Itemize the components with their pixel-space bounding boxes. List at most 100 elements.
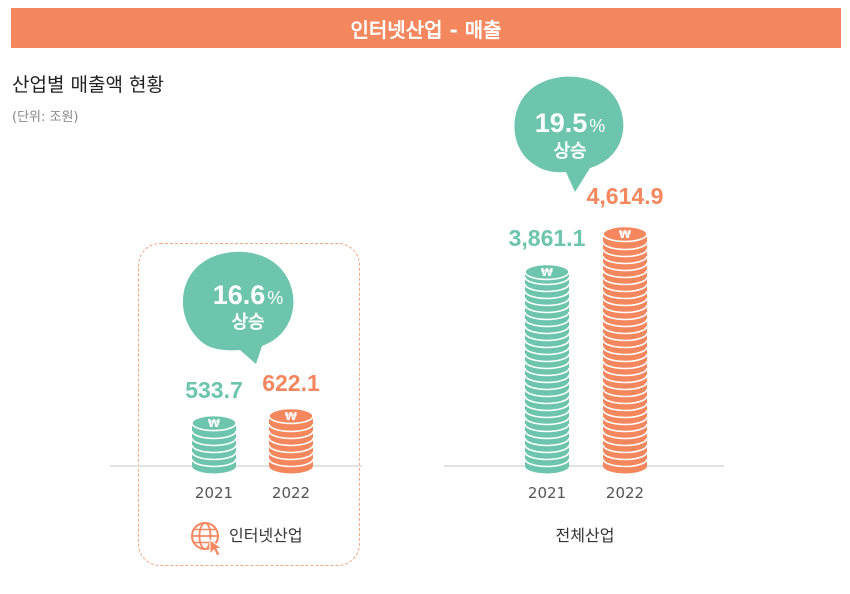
coin-edge [524, 346, 570, 356]
coin-edge [602, 262, 648, 272]
growth-text-total: 상승 [553, 141, 586, 162]
year-label-total-2021: 2021 [528, 484, 566, 502]
coin-edge [524, 290, 570, 300]
svg-text:16.6%: 16.6% [213, 280, 284, 310]
coin-edge [268, 423, 314, 433]
coin-edge [524, 395, 570, 405]
growth-value-total: 19.5 [535, 108, 588, 138]
coin-edge [191, 458, 237, 468]
coin-edge [602, 402, 648, 412]
coin-edge [602, 311, 648, 321]
coin-edge [524, 458, 570, 468]
coin-edge [524, 402, 570, 412]
coin-edge [191, 451, 237, 461]
coin-edge [524, 332, 570, 342]
group-label-internet: 인터넷산업 [229, 526, 303, 545]
coin-edge [524, 297, 570, 307]
won-symbol-icon: ₩ [541, 266, 553, 279]
value-label-internet-2022: 622.1 [262, 370, 320, 396]
coin-edge [524, 276, 570, 286]
coin-edge [268, 437, 314, 447]
coin-edge [524, 430, 570, 440]
coin-edge [602, 318, 648, 328]
year-label-total-2022: 2022 [606, 484, 644, 502]
coin-stack-total-2021: ₩ [524, 263, 570, 474]
unit-note: (단위: 조원) [12, 110, 79, 125]
year-label-internet-2022: 2022 [272, 484, 310, 502]
coin-edge [602, 416, 648, 426]
internet-industry-highlight-box [138, 243, 360, 566]
coin-edge [602, 437, 648, 447]
coin-edge [268, 458, 314, 468]
coin-stack-total-2022: ₩ [602, 225, 648, 474]
coin-edge [602, 353, 648, 363]
coin-edge [602, 451, 648, 461]
coin-edge [524, 381, 570, 391]
coin-edge [602, 255, 648, 265]
won-symbol-icon: ₩ [208, 417, 220, 430]
coin-edge [602, 248, 648, 258]
growth-unit-total: % [589, 116, 605, 136]
coin-edge [602, 458, 648, 468]
coin-edge [524, 360, 570, 370]
coin-edge [602, 374, 648, 384]
coin-edge [602, 304, 648, 314]
growth-bubble-total: 19.5% 상승 [514, 76, 624, 192]
coin-edge [602, 332, 648, 342]
coin-top [191, 414, 237, 432]
coin-edge [602, 346, 648, 356]
svg-text:19.5%: 19.5% [535, 108, 606, 138]
value-label-total-2022: 4,614.9 [587, 183, 664, 209]
coin-edge [524, 416, 570, 426]
coin-stack-internet-2021: ₩ [191, 414, 237, 474]
coin-edge [602, 325, 648, 335]
coin-edge [191, 437, 237, 447]
coin-edge [602, 367, 648, 377]
coin-edge [268, 444, 314, 454]
coin-edge [524, 444, 570, 454]
bar-total-2022 [603, 234, 647, 466]
banner-title: 인터넷산업 - 매출 [350, 17, 502, 42]
coin-edge [524, 325, 570, 335]
coin-edge [524, 367, 570, 377]
won-symbol-icon: ₩ [285, 410, 297, 423]
coin-edge [524, 318, 570, 328]
coin-edge [524, 451, 570, 461]
coin-edge [524, 409, 570, 419]
coin-edge [524, 311, 570, 321]
coin-edge [191, 444, 237, 454]
value-label-internet-2021: 533.7 [185, 377, 243, 403]
group-label-total: 전체산업 [556, 526, 615, 545]
coin-edge [524, 304, 570, 314]
coin-edge [602, 381, 648, 391]
coin-edge [602, 388, 648, 398]
coin-edge [524, 374, 570, 384]
value-label-total-2021: 3,861.1 [509, 225, 586, 251]
coin-edge [524, 339, 570, 349]
coin-edge [191, 430, 237, 440]
coin-edge [602, 409, 648, 419]
coin-top [602, 225, 648, 243]
year-label-internet-2021: 2021 [195, 484, 233, 502]
coin-edge [602, 269, 648, 279]
growth-text-internet: 상승 [231, 312, 264, 333]
growth-unit-internet: % [267, 288, 283, 308]
growth-value-internet: 16.6 [213, 280, 266, 310]
coin-edge [268, 430, 314, 440]
won-symbol-icon: ₩ [619, 228, 631, 241]
coin-edge [602, 339, 648, 349]
coin-edge [524, 283, 570, 293]
coin-edge [524, 423, 570, 433]
coin-edge [602, 444, 648, 454]
coin-stack-internet-2022: ₩ [268, 407, 314, 474]
coin-edge [602, 395, 648, 405]
coin-edge [524, 437, 570, 447]
coin-edge [268, 451, 314, 461]
coin-edge [602, 290, 648, 300]
coin-edge [602, 241, 648, 251]
coin-edge [524, 353, 570, 363]
coin-edge [602, 283, 648, 293]
coin-edge [602, 297, 648, 307]
coin-edge [524, 388, 570, 398]
